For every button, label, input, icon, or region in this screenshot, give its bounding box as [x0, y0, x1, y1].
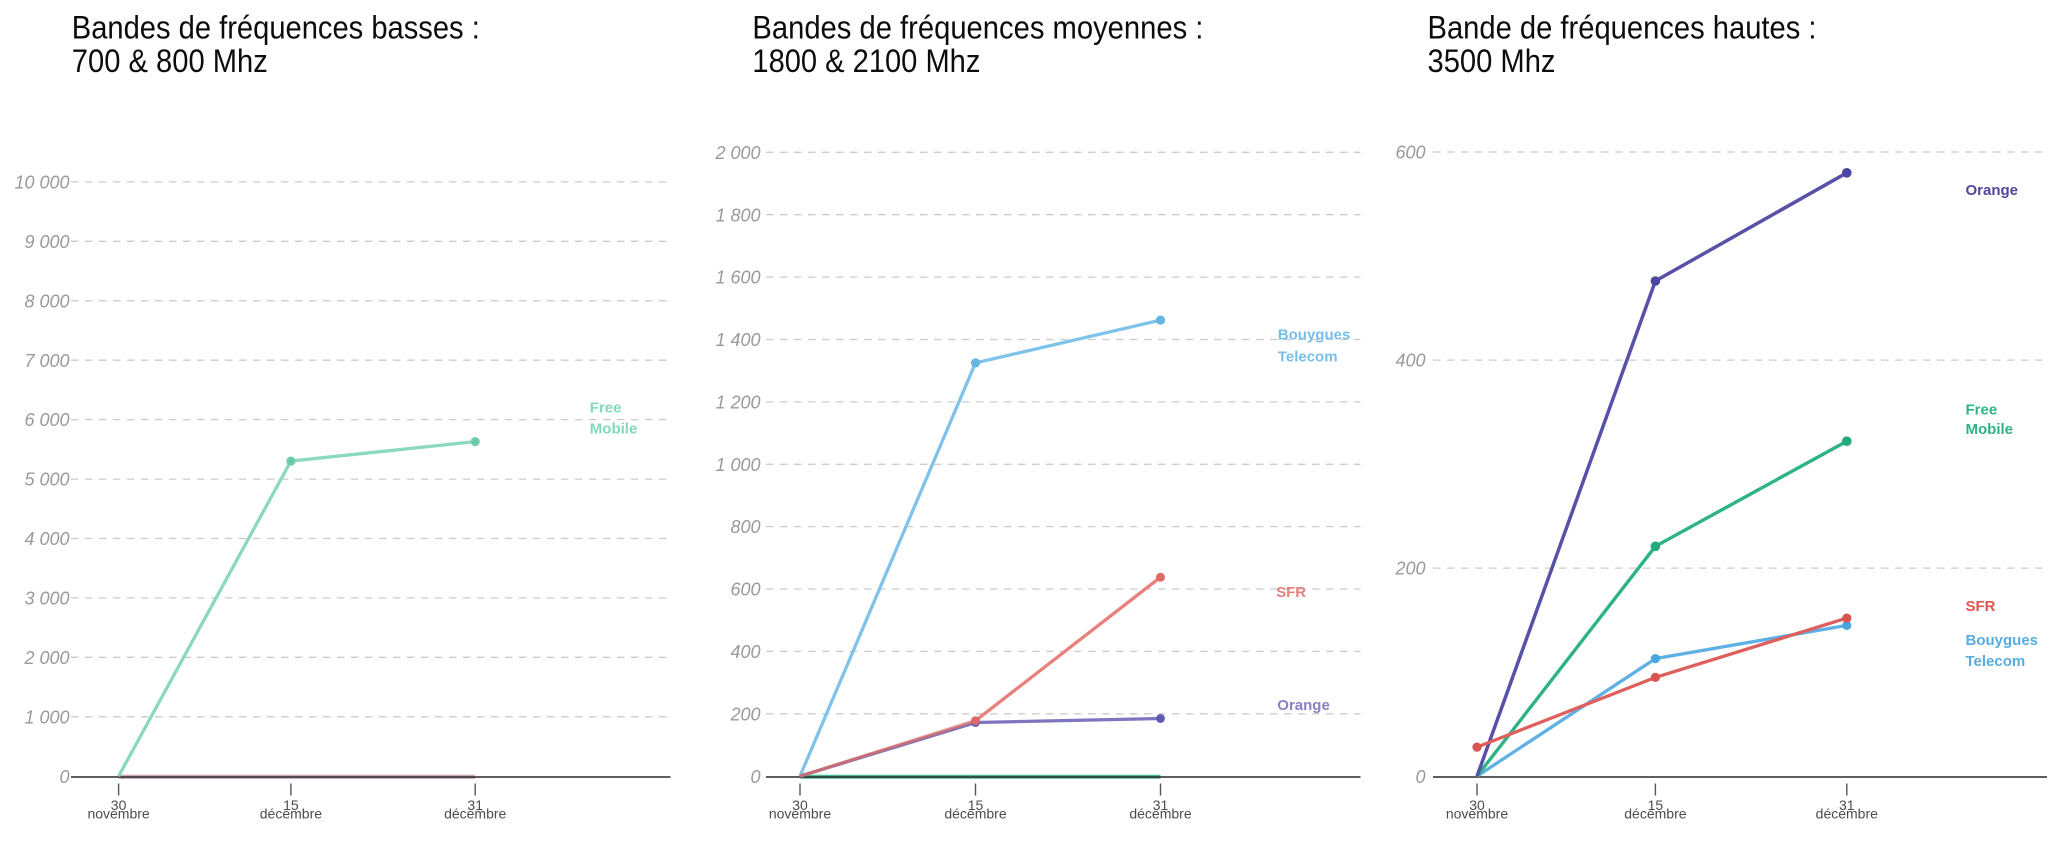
svg-text:600: 600 [1395, 143, 1425, 163]
svg-text:décembre: décembre [1816, 806, 1878, 822]
svg-text:31: 31 [467, 797, 483, 813]
svg-text:Mobile: Mobile [1966, 421, 2014, 438]
svg-text:SFR: SFR [1276, 584, 1306, 601]
svg-text:9 000: 9 000 [24, 232, 69, 252]
svg-text:200: 200 [1394, 559, 1425, 579]
svg-text:3500 Mhz: 3500 Mhz [1428, 43, 1556, 79]
svg-text:novembre: novembre [87, 806, 149, 822]
svg-text:31: 31 [1839, 797, 1855, 813]
svg-text:0: 0 [59, 767, 69, 787]
svg-text:4 000: 4 000 [24, 529, 69, 549]
svg-text:Telecom: Telecom [1278, 349, 1338, 366]
svg-text:15: 15 [968, 797, 984, 813]
svg-text:1 000: 1 000 [24, 707, 69, 727]
svg-text:5 000: 5 000 [24, 470, 69, 490]
svg-text:400: 400 [730, 642, 760, 662]
svg-text:2 000: 2 000 [714, 143, 760, 163]
svg-text:Bouygues: Bouygues [1278, 327, 1351, 344]
svg-text:30: 30 [792, 797, 808, 813]
svg-text:Free: Free [1966, 402, 1998, 419]
svg-text:600: 600 [730, 580, 760, 600]
svg-text:15: 15 [283, 797, 299, 813]
svg-text:200: 200 [729, 704, 760, 724]
svg-text:novembre: novembre [769, 806, 831, 822]
svg-text:Orange: Orange [1277, 697, 1330, 714]
svg-text:1 000: 1 000 [715, 455, 760, 475]
svg-text:0: 0 [1415, 767, 1425, 787]
svg-text:31: 31 [1153, 797, 1169, 813]
svg-text:Telecom: Telecom [1966, 653, 2026, 670]
svg-text:décembre: décembre [444, 806, 506, 822]
svg-text:Bandes de fréquences moyennes: Bandes de fréquences moyennes : [752, 10, 1203, 46]
svg-text:Mobile: Mobile [590, 421, 638, 438]
svg-text:7 000: 7 000 [24, 351, 69, 371]
svg-text:novembre: novembre [1446, 806, 1508, 822]
svg-text:décembre: décembre [260, 806, 322, 822]
svg-text:30: 30 [111, 797, 127, 813]
svg-text:30: 30 [1469, 797, 1485, 813]
svg-text:1800 & 2100 Mhz: 1800 & 2100 Mhz [752, 43, 980, 79]
svg-text:400: 400 [1395, 351, 1425, 371]
svg-text:15: 15 [1648, 797, 1664, 813]
svg-text:1 400: 1 400 [715, 330, 760, 350]
svg-text:décembre: décembre [1129, 806, 1191, 822]
svg-text:1 600: 1 600 [715, 268, 760, 288]
svg-text:décembre: décembre [1624, 806, 1686, 822]
svg-text:Bouygues: Bouygues [1966, 632, 2039, 649]
svg-text:Free: Free [590, 399, 622, 416]
svg-text:2 000: 2 000 [23, 648, 69, 668]
svg-text:0: 0 [750, 767, 760, 787]
svg-text:Orange: Orange [1966, 182, 2019, 199]
svg-text:700 & 800 Mhz: 700 & 800 Mhz [72, 43, 268, 79]
svg-text:800: 800 [730, 517, 760, 537]
svg-text:SFR: SFR [1966, 598, 1996, 615]
svg-text:Bande de fréquences hautes :: Bande de fréquences hautes : [1428, 10, 1817, 46]
svg-text:8 000: 8 000 [24, 291, 69, 311]
svg-text:décembre: décembre [944, 806, 1006, 822]
svg-text:3 000: 3 000 [24, 589, 69, 609]
svg-text:1 800: 1 800 [715, 205, 760, 225]
svg-text:10 000: 10 000 [14, 173, 69, 193]
svg-text:6 000: 6 000 [24, 410, 69, 430]
svg-text:1 200: 1 200 [715, 393, 760, 413]
svg-text:Bandes de fréquences basses :: Bandes de fréquences basses : [72, 10, 480, 46]
